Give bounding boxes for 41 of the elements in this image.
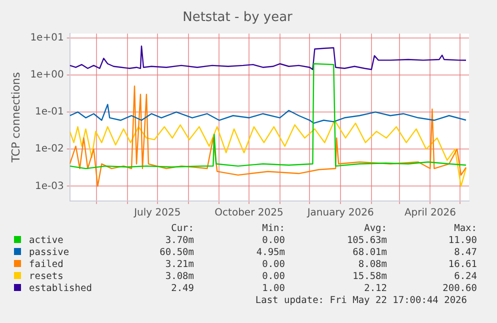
y-axis-title: TCP connections [9,72,22,164]
text: 4.95m [255,246,285,258]
text: 6.24 [453,270,477,282]
text: 0.00 [261,270,285,282]
text: 200.60 [442,282,477,294]
legend-label: resets [28,270,64,282]
text: 16.61 [447,258,477,270]
text: Last update: Fri May 22 17:00:44 2026 [255,295,467,306]
text: 3.21m [164,258,194,270]
text: 0.00 [261,258,285,270]
text: 60.50m [158,246,194,258]
text: 3.70m [164,234,194,246]
text: 2.49 [170,282,194,294]
text: Min: [261,222,285,234]
y-tick-label: 1e-01 [34,106,64,118]
text: Avg: [363,222,387,234]
chart-title: Netstat - by year [182,10,294,26]
text: 1.00 [261,282,285,294]
x-tick-label: July 2025 [133,208,181,219]
text: 15.58m [352,270,387,282]
text: Max: [453,222,477,234]
text: 0.00 [261,234,285,246]
y-tick-label: 1e+01 [30,32,64,44]
text: 68.01m [352,246,387,258]
text: 3.08m [164,270,194,282]
x-tick-label: April 2026 [404,208,456,219]
y-tick-label: 1e-02 [34,144,64,155]
legend-label: passive [28,246,70,258]
text: 8.47 [453,246,477,258]
legend-label: established [28,282,93,294]
text: 8.08m [357,258,387,270]
text: 2.12 [363,282,387,294]
text: 11.90 [447,234,477,246]
x-tick-label: January 2026 [306,208,374,219]
legend-label: active [28,234,64,246]
legend-label: failed [28,258,64,270]
x-tick-label: October 2025 [214,208,284,219]
y-tick-label: 1e-03 [34,180,64,192]
text: Cur: [170,222,194,234]
y-tick-label: 1e+00 [30,70,64,81]
text: 105.63m [346,234,387,246]
